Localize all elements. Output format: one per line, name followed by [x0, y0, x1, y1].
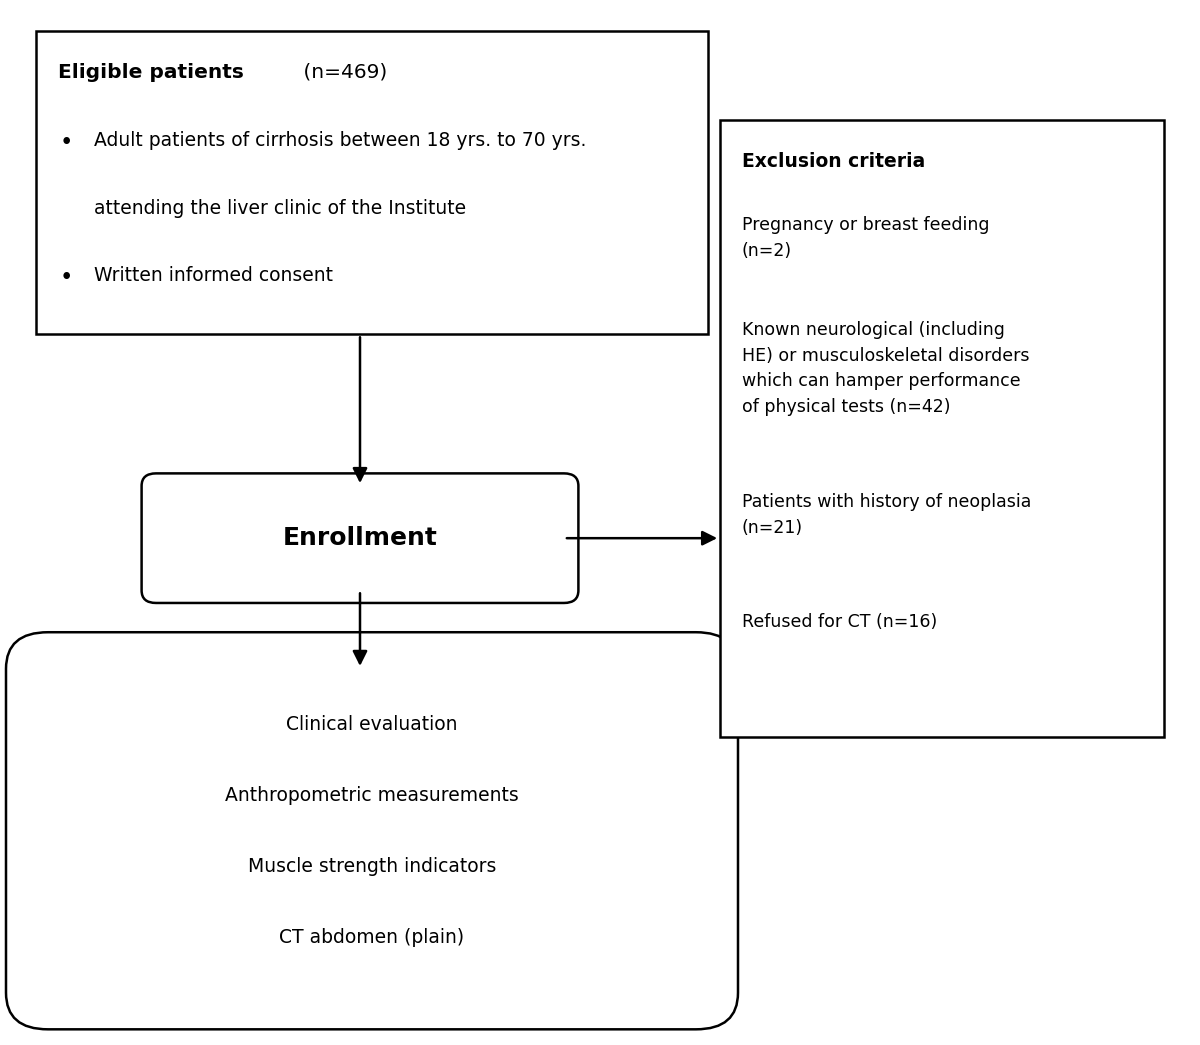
- Text: Eligible patients: Eligible patients: [58, 63, 244, 82]
- Text: (n=469): (n=469): [298, 63, 388, 82]
- Text: Patients with history of neoplasia
(n=21): Patients with history of neoplasia (n=21…: [742, 493, 1031, 537]
- Text: Anthropometric measurements: Anthropometric measurements: [226, 786, 518, 805]
- Text: attending the liver clinic of the Institute: attending the liver clinic of the Instit…: [94, 199, 466, 217]
- Text: Exclusion criteria: Exclusion criteria: [742, 152, 925, 170]
- FancyBboxPatch shape: [36, 31, 708, 334]
- Text: Pregnancy or breast feeding
(n=2): Pregnancy or breast feeding (n=2): [742, 216, 989, 260]
- Text: Adult patients of cirrhosis between 18 yrs. to 70 yrs.: Adult patients of cirrhosis between 18 y…: [94, 131, 586, 149]
- Text: Clinical evaluation: Clinical evaluation: [287, 715, 457, 734]
- Text: Written informed consent: Written informed consent: [94, 266, 332, 285]
- Text: Refused for CT (n=16): Refused for CT (n=16): [742, 613, 937, 631]
- Text: CT abdomen (plain): CT abdomen (plain): [280, 928, 464, 947]
- Text: •: •: [60, 266, 73, 289]
- Text: Muscle strength indicators: Muscle strength indicators: [248, 857, 496, 876]
- Text: •: •: [60, 131, 73, 154]
- Text: Known neurological (including
HE) or musculoskeletal disorders
which can hamper : Known neurological (including HE) or mus…: [742, 321, 1030, 416]
- FancyBboxPatch shape: [720, 120, 1164, 737]
- FancyBboxPatch shape: [142, 473, 578, 603]
- Text: Enrollment: Enrollment: [282, 527, 438, 550]
- FancyBboxPatch shape: [6, 632, 738, 1029]
